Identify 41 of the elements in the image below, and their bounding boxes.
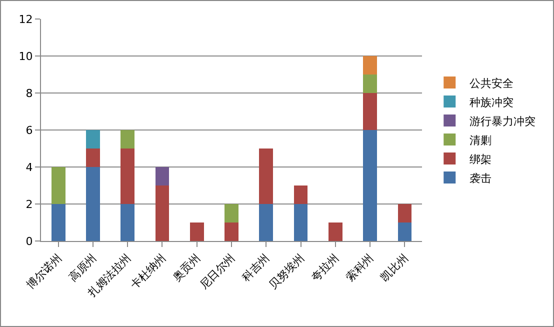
bar [363, 56, 377, 74]
y-tick-label: 6 [26, 124, 33, 137]
bar [120, 130, 135, 148]
bar [259, 148, 274, 204]
bar [294, 186, 308, 204]
y-tick-label: 10 [18, 50, 33, 63]
legend-label: 种族冲突 [470, 96, 514, 109]
bar [363, 130, 377, 241]
y-tick-label: 8 [26, 86, 33, 100]
bar [224, 204, 238, 222]
bar [120, 204, 135, 241]
y-tick-label: 4 [26, 160, 33, 174]
bar [398, 204, 412, 222]
x-tick-label: 凯比州 [378, 252, 411, 284]
bar [363, 74, 377, 93]
legend-label: 清剿 [470, 134, 492, 147]
bar [259, 204, 274, 241]
bar [86, 148, 100, 167]
bar [398, 222, 412, 241]
y-tick-label: 0 [26, 234, 33, 248]
bar [120, 148, 135, 204]
bar [155, 186, 170, 241]
y-tick-label: 2 [26, 198, 33, 211]
bar [86, 130, 100, 148]
legend-label: 游行暴力冲突 [470, 114, 536, 128]
bar [190, 222, 204, 241]
legend-label: 袭击 [470, 172, 492, 185]
bar [51, 204, 66, 241]
legend-label: 绑架 [470, 152, 492, 166]
bar [155, 167, 170, 186]
x-tick-label: 索科州 [344, 252, 376, 284]
bar [363, 93, 377, 130]
bar [328, 222, 342, 241]
x-tick-label: 博尔诺州 [24, 252, 64, 292]
bar [294, 204, 308, 241]
x-tick-label: 夸拉州 [308, 252, 342, 284]
y-tick-label: 12 [18, 12, 33, 26]
legend-label: 公共安全 [470, 76, 514, 90]
bar [51, 167, 66, 204]
bar [86, 167, 100, 241]
bar [224, 222, 238, 241]
